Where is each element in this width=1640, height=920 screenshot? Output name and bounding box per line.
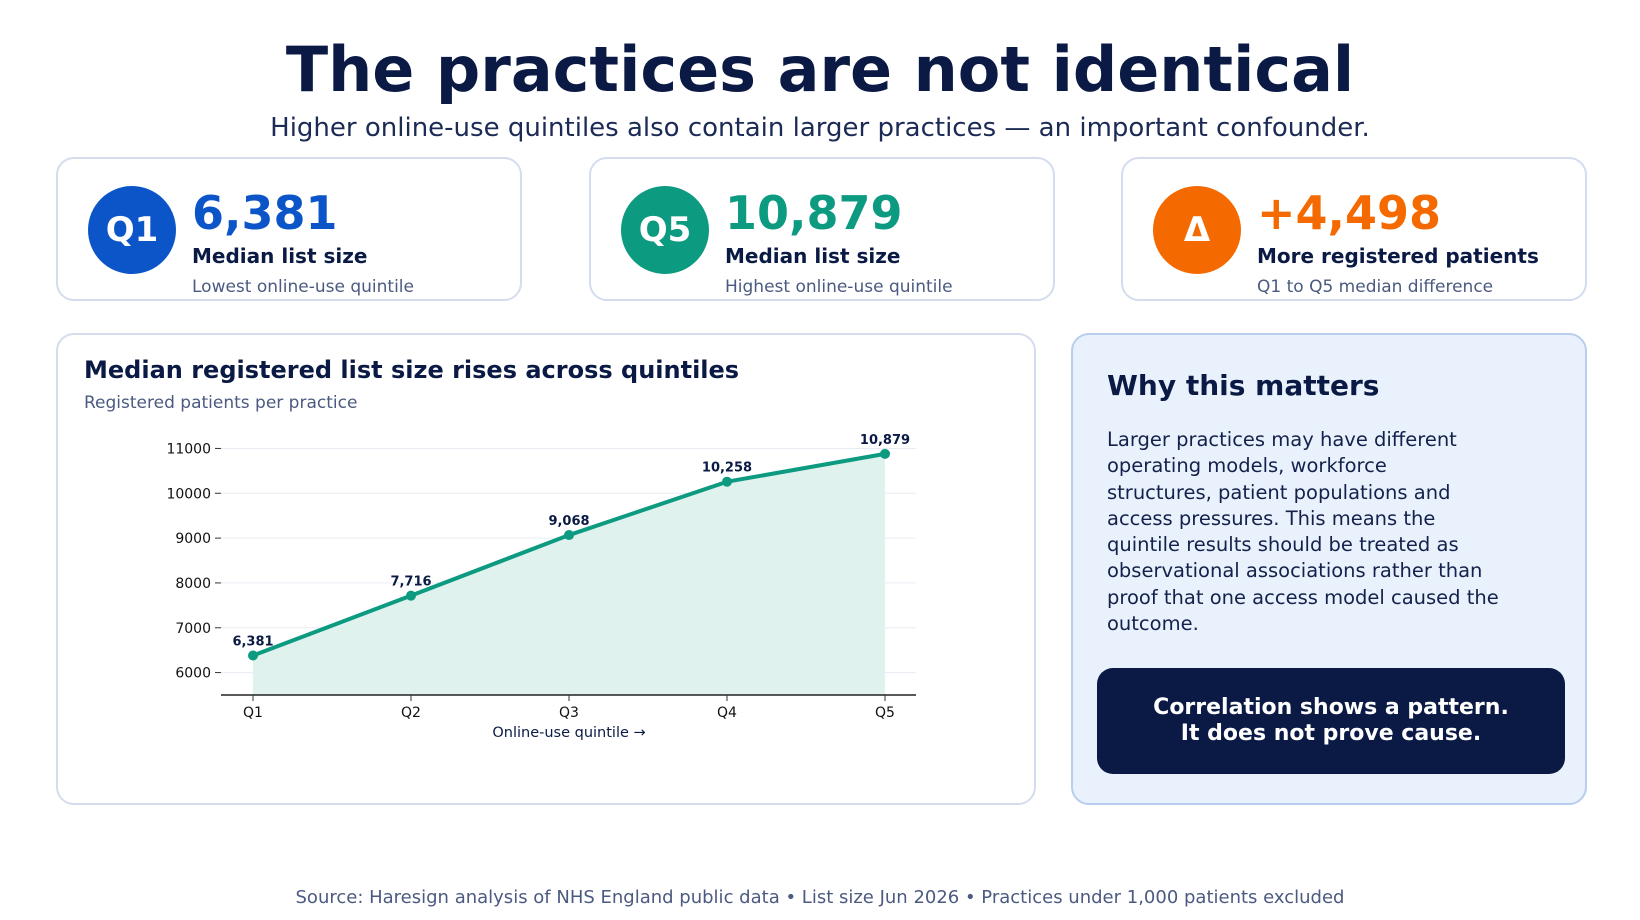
- area-fill: [253, 453, 885, 695]
- why-line: structures, patient populations and: [1107, 480, 1451, 504]
- why-title: Why this matters: [1107, 369, 1380, 402]
- data-label: 6,381: [232, 635, 273, 650]
- why-line: proof that one access model caused the: [1107, 585, 1499, 609]
- data-label: 7,716: [390, 575, 431, 590]
- data-label: 10,879: [860, 433, 910, 448]
- y-tick-label: 7000: [175, 621, 211, 637]
- data-point: [248, 650, 258, 661]
- data-point: [564, 530, 574, 541]
- why-line: observational associations rather than: [1107, 559, 1483, 583]
- page-title: The practices are not identical: [285, 33, 1355, 106]
- x-axis-label: Online-use quintile →: [492, 725, 645, 741]
- kpi-value: 10,879: [725, 186, 903, 240]
- data-point: [722, 476, 732, 487]
- kpi-label: Median list size: [725, 244, 901, 268]
- callout-line: It does not prove cause.: [1180, 721, 1482, 746]
- kpi-sublabel: Q1 to Q5 median difference: [1257, 277, 1494, 297]
- why-line: Larger practices may have different: [1107, 428, 1457, 451]
- why-line: operating models, workforce: [1107, 454, 1387, 478]
- kpi-card-difference: Δ +4,498 More registered patients Q1 to …: [1121, 157, 1587, 301]
- line-chart: 6000 7000 8000 9000 10000 11000 Q1 Q2 Q3 Q4 Q5 Onli…: [166, 433, 916, 741]
- page-subtitle: Higher online-use quintiles also contain…: [270, 113, 1370, 143]
- x-tick-label: Q4: [717, 705, 737, 721]
- data-label: 10,258: [702, 461, 752, 476]
- why-body: Larger practices may have different oper…: [1107, 427, 1527, 637]
- kpi-card-q5: Q5 10,879 Median list size Highest onlin…: [589, 157, 1055, 301]
- kpi-card-q1: Q1 6,381 Median list size Lowest online-…: [56, 157, 522, 301]
- chart-card: Median registered list size rises across…: [56, 333, 1036, 805]
- y-tick-label: 10000: [166, 486, 211, 502]
- kpi-value: +4,498: [1257, 186, 1442, 240]
- q5-badge-icon: Q5: [621, 186, 709, 274]
- kpi-label: More registered patients: [1257, 244, 1539, 268]
- x-tick-label: Q2: [401, 705, 421, 721]
- y-tick-label: 11000: [166, 441, 211, 457]
- why-line: outcome.: [1107, 612, 1199, 636]
- q1-badge-icon: Q1: [88, 186, 176, 274]
- callout-line: Correlation shows a pattern.: [1153, 695, 1509, 720]
- kpi-sublabel: Highest online-use quintile: [725, 277, 953, 297]
- y-tick-label: 8000: [175, 576, 211, 592]
- x-tick-label: Q3: [559, 705, 579, 721]
- correlation-callout: Correlation shows a pattern. It does not…: [1097, 668, 1565, 774]
- kpi-value: 6,381: [192, 186, 338, 240]
- data-label: 9,068: [548, 514, 589, 529]
- chart-subtitle: Registered patients per practice: [84, 393, 358, 413]
- data-point: [880, 448, 890, 459]
- x-tick-label: Q1: [243, 705, 263, 721]
- why-line: access pressures. This means the: [1107, 506, 1436, 530]
- kpi-sublabel: Lowest online-use quintile: [192, 277, 414, 297]
- source-note: Source: Haresign analysis of NHS England…: [295, 887, 1345, 908]
- y-tick-label: 6000: [175, 666, 211, 682]
- why-line: quintile results should be treated as: [1107, 533, 1459, 557]
- data-point: [406, 590, 416, 601]
- x-tick-label: Q5: [875, 705, 895, 721]
- why-card: Why this matters Larger practices may ha…: [1071, 333, 1587, 805]
- y-tick-label: 9000: [175, 531, 211, 547]
- chart-title: Median registered list size rises across…: [84, 356, 740, 384]
- delta-badge-icon: Δ: [1153, 186, 1241, 274]
- kpi-label: Median list size: [192, 244, 368, 268]
